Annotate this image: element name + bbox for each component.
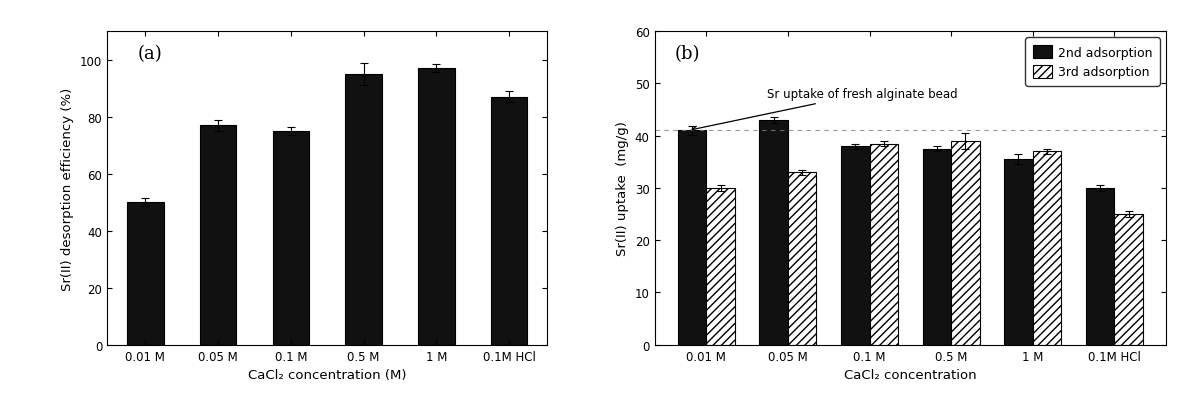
- Bar: [1033, 152, 1061, 345]
- Y-axis label: Sr(II) desorption efficiency (%): Sr(II) desorption efficiency (%): [62, 87, 75, 290]
- Bar: [870, 144, 898, 345]
- Bar: [127, 203, 163, 345]
- Y-axis label: Sr(II) uptake  (mg/g): Sr(II) uptake (mg/g): [616, 121, 630, 256]
- Bar: [1114, 215, 1142, 345]
- Bar: [1085, 188, 1114, 345]
- X-axis label: CaCl₂ concentration (M): CaCl₂ concentration (M): [248, 368, 407, 381]
- Bar: [418, 69, 455, 345]
- Bar: [922, 149, 951, 345]
- Text: (a): (a): [138, 45, 163, 63]
- Text: (b): (b): [675, 45, 701, 63]
- Legend: 2nd adsorption, 3rd adsorption: 2nd adsorption, 3rd adsorption: [1026, 38, 1160, 87]
- Bar: [273, 132, 309, 345]
- Bar: [678, 131, 707, 345]
- Bar: [1004, 160, 1033, 345]
- Text: Sr uptake of fresh alginate bead: Sr uptake of fresh alginate bead: [693, 88, 958, 132]
- Bar: [707, 188, 735, 345]
- Bar: [788, 173, 816, 345]
- Bar: [841, 147, 870, 345]
- X-axis label: CaCl₂ concentration: CaCl₂ concentration: [844, 368, 977, 381]
- Bar: [345, 75, 382, 345]
- Bar: [759, 121, 788, 345]
- Bar: [951, 142, 979, 345]
- Bar: [200, 126, 237, 345]
- Bar: [491, 97, 527, 345]
